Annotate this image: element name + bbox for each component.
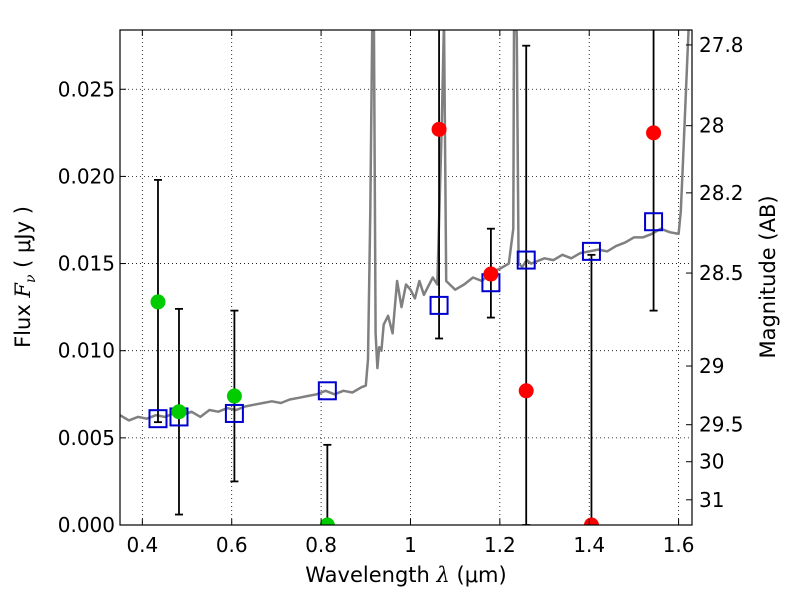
model-band-square	[516, 250, 536, 270]
x-tick-label: 0.4	[126, 533, 158, 557]
mag-tick-label: 29.5	[699, 413, 744, 437]
y-tick-label: 0.000	[58, 513, 115, 537]
x-tick-label: 1.6	[663, 533, 695, 557]
model-band-square	[148, 409, 168, 429]
y-tick-label: 0.020	[58, 164, 115, 188]
x-axis-label: Wavelength λ (μm)	[305, 563, 506, 587]
observed-point-green	[226, 388, 242, 404]
x-tick-label: 0.8	[305, 533, 337, 557]
observed-point-green	[150, 294, 166, 310]
mag-tick-label: 27.8	[699, 33, 744, 57]
y-tick-label: 0.010	[58, 339, 115, 363]
y-tick-label: 0.005	[58, 426, 115, 450]
model-band-square	[644, 212, 664, 232]
y-axis-label: Flux Fν ( μJy )	[11, 206, 39, 348]
mag-tick-label: 31	[699, 488, 724, 512]
model-band-square	[317, 381, 337, 401]
observed-point-red	[518, 383, 534, 399]
mag-tick-label: 30	[699, 450, 724, 474]
x-tick-label: 1.2	[484, 533, 516, 557]
mag-tick-label: 29	[699, 354, 724, 378]
mag-tick-label: 28.2	[699, 181, 744, 205]
y2-axis-label: Magnitude (AB)	[756, 195, 780, 358]
y-tick-label: 0.015	[58, 252, 115, 276]
observed-point-green	[319, 517, 335, 525]
observed-point-green	[171, 404, 187, 420]
sed-model-line	[120, 30, 690, 422]
observed-point-red	[583, 517, 599, 525]
x-tick-label: 0.6	[216, 533, 248, 557]
observed-point-red	[431, 121, 447, 137]
x-tick-label: 1	[404, 533, 417, 557]
model-band-square	[429, 295, 449, 315]
plot-frame	[119, 29, 693, 526]
model-band-square	[581, 241, 601, 261]
y-tick-label: 0.025	[58, 77, 115, 101]
axes: 0.4 0.6 0.8 1 1.2 1.4 1.6 0.000 0.005 0.010 0.015 0…	[58, 30, 744, 557]
observed-point-red	[483, 266, 499, 282]
plot-area	[120, 30, 690, 525]
model-band-square	[224, 403, 244, 423]
mag-tick-label: 28.5	[699, 261, 744, 285]
observed-point-red	[646, 125, 662, 141]
x-tick-label: 1.4	[573, 533, 605, 557]
mag-tick-label: 28	[699, 114, 724, 138]
